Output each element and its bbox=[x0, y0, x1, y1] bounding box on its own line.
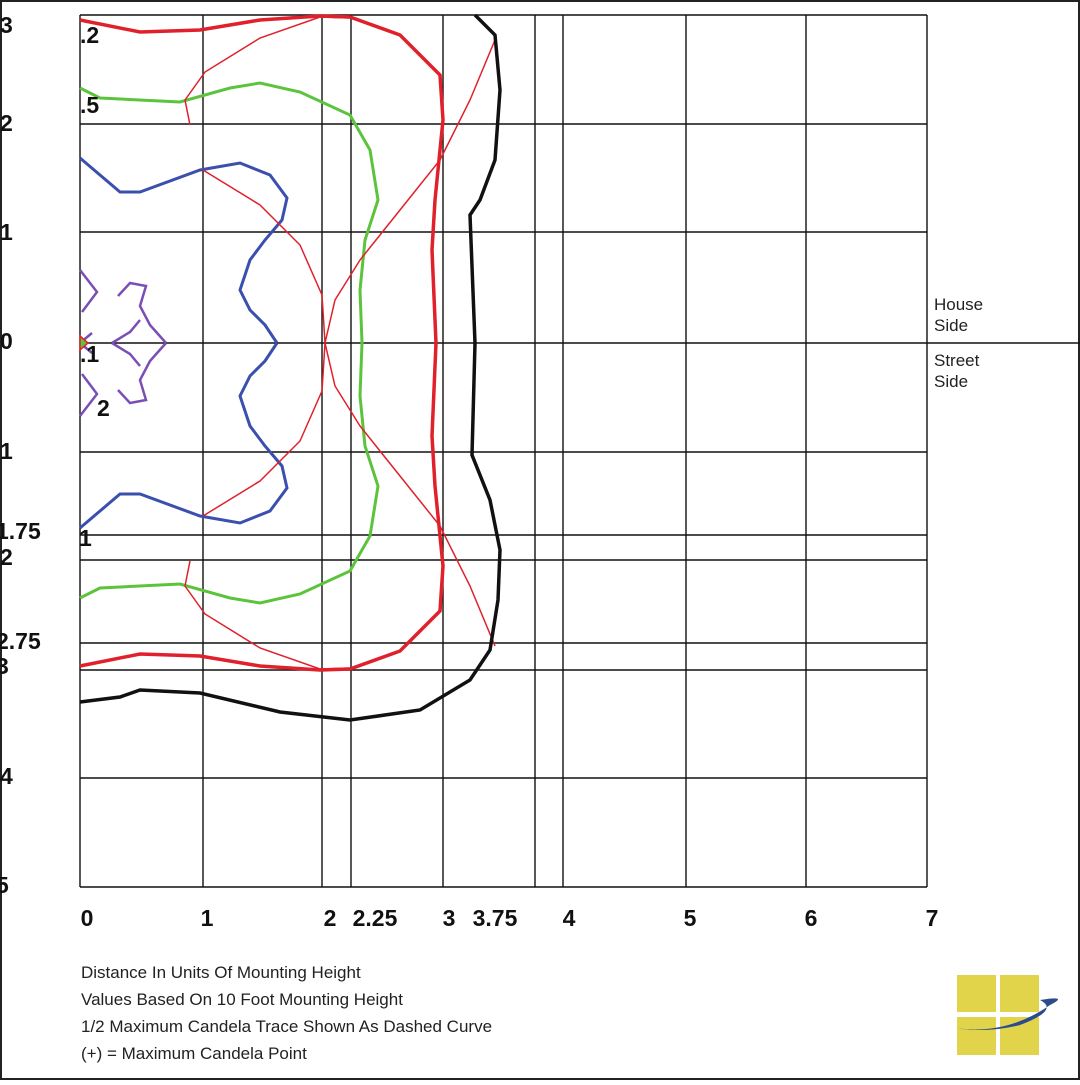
notes: Distance In Units Of Mounting Height Val… bbox=[81, 963, 492, 1063]
contour-label: .1 bbox=[80, 341, 99, 367]
x-tick-label: 6 bbox=[805, 905, 818, 931]
y-tick-label: 4 bbox=[0, 763, 13, 789]
y-tick-label: 2 bbox=[0, 110, 13, 136]
note: (+) = Maximum Candela Point bbox=[81, 1044, 307, 1063]
y-tick-label: 5 bbox=[0, 872, 9, 898]
y-tick-label: 1 bbox=[0, 219, 13, 245]
x-tick-label: 7 bbox=[926, 905, 939, 931]
logo bbox=[940, 975, 1058, 1055]
contour-label: .2 bbox=[80, 22, 99, 48]
contour-label: .5 bbox=[80, 92, 99, 118]
note: Distance In Units Of Mounting Height bbox=[81, 963, 361, 982]
grid bbox=[79, 14, 1080, 888]
y-tick-label: 2.75 bbox=[0, 628, 41, 654]
y-tick-label: 3 bbox=[0, 653, 9, 679]
house-side-label: Side bbox=[934, 316, 968, 335]
contour-labels: .2 .5 .1 2 1 bbox=[79, 22, 110, 551]
contour-label: 2 bbox=[97, 395, 110, 421]
note: 1/2 Maximum Candela Trace Shown As Dashe… bbox=[81, 1017, 492, 1036]
note: Values Based On 10 Foot Mounting Height bbox=[81, 990, 403, 1009]
x-tick-label: 3 bbox=[443, 905, 456, 931]
x-tick-label: 2 bbox=[324, 905, 337, 931]
x-tick-label: 2.25 bbox=[353, 905, 398, 931]
x-tick-label: 1 bbox=[201, 905, 214, 931]
y-tick-label: 1.75 bbox=[0, 518, 41, 544]
street-side-label: Street bbox=[934, 351, 980, 370]
contours bbox=[78, 13, 502, 722]
y-tick-label: 0 bbox=[0, 328, 13, 354]
x-tick-label: 5 bbox=[684, 905, 697, 931]
x-tick-label: 0 bbox=[81, 905, 94, 931]
y-tick-label: 1 bbox=[0, 438, 13, 464]
y-tick-label: 2 bbox=[0, 544, 13, 570]
house-side-label: House bbox=[934, 295, 983, 314]
contour-label: 1 bbox=[79, 525, 92, 551]
x-tick-labels: 0 1 2 2.25 3 3.75 4 5 6 7 bbox=[81, 905, 939, 931]
x-tick-label: 4 bbox=[563, 905, 576, 931]
x-tick-label: 3.75 bbox=[473, 905, 518, 931]
y-tick-label: 3 bbox=[0, 12, 13, 38]
y-tick-labels: 3 2 1 0 1 1.75 2 2.75 3 4 5 bbox=[0, 12, 41, 898]
max-point bbox=[79, 334, 90, 352]
street-side-label: Side bbox=[934, 372, 968, 391]
side-labels: House Side Street Side bbox=[934, 295, 983, 391]
outer-contour bbox=[79, 13, 502, 722]
